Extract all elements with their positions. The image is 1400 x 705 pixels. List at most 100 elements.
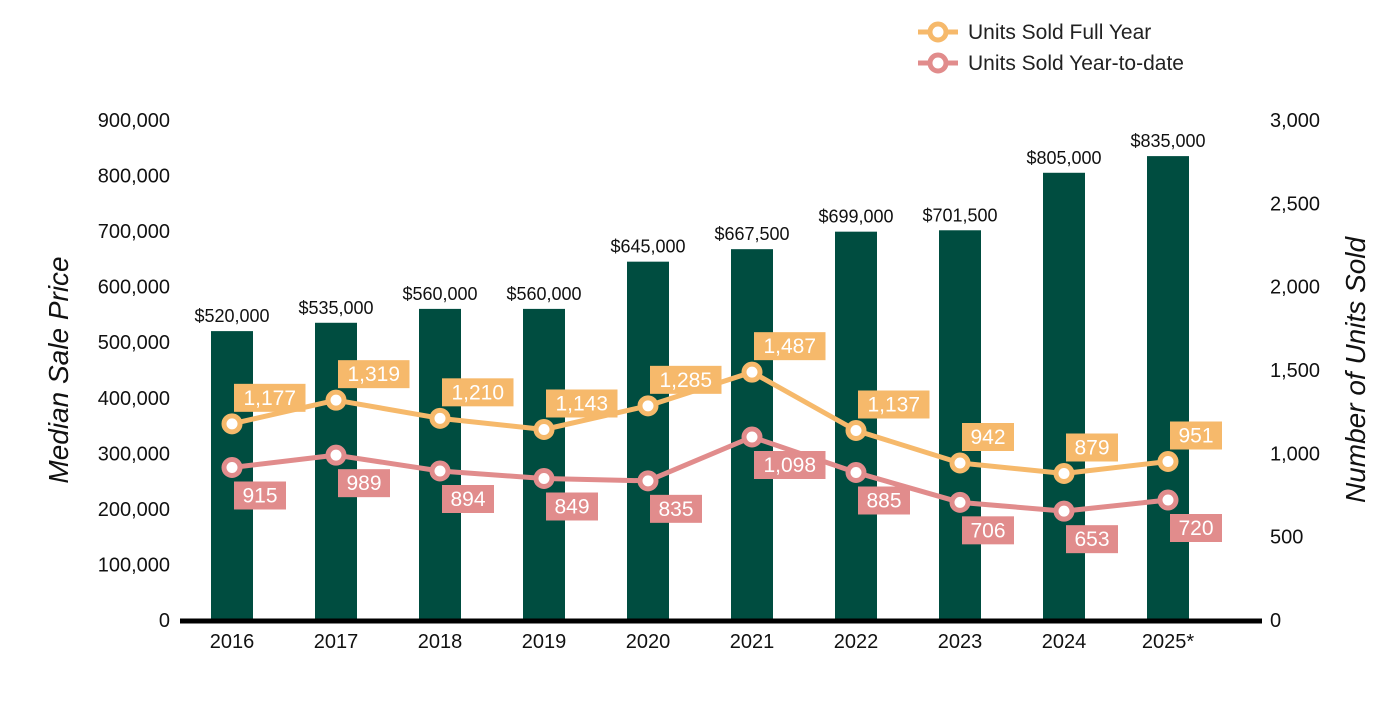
data-label: 706 (970, 519, 1005, 542)
data-label-box (442, 485, 494, 513)
data-label: 1,319 (347, 363, 400, 386)
bar-value-label: $560,000 (402, 284, 477, 304)
bar-value-label: $560,000 (506, 284, 581, 304)
data-point (845, 420, 867, 441)
data-label: 1,143 (555, 393, 608, 416)
left-tick-label: 0 (159, 610, 170, 632)
data-point (949, 491, 971, 513)
data-point (221, 457, 243, 478)
data-label: 1,285 (659, 369, 712, 392)
right-tick-label: 2,500 (1270, 193, 1320, 215)
data-label: 879 (1074, 437, 1109, 460)
bar-value-label: $667,500 (714, 224, 789, 244)
x-tick-label: 2025* (1142, 631, 1194, 653)
data-label-box (962, 423, 1014, 451)
right-tick-label: 1,000 (1270, 443, 1320, 465)
data-label: 849 (554, 496, 589, 519)
legend-item-full-year: Units Sold Full Year (918, 21, 1151, 44)
data-label: 989 (346, 472, 381, 495)
right-axis-ticks: 0 500 1,000 1,500 2,000 2,500 3,000 (1270, 110, 1320, 632)
data-point (325, 444, 347, 466)
x-axis-ticks: 2016 2017 2018 2019 2020 2021 2022 2023 2024 2025… (210, 631, 1195, 653)
right-tick-label: 2,000 (1270, 277, 1320, 299)
bar-labels-layer: $520,000 $535,000 $560,000 $560,000 $645,000… (194, 131, 1205, 326)
data-point (325, 389, 347, 411)
bar (523, 308, 565, 620)
data-label-box (338, 469, 390, 498)
legend: Units Sold Full Year Units Sold Year-to-… (918, 21, 1184, 75)
data-label-box (754, 332, 826, 361)
data-label-box (754, 451, 826, 479)
bar (627, 261, 669, 620)
data-label: 894 (450, 488, 485, 511)
data-point (221, 413, 243, 435)
legend-marker-ytd (927, 52, 949, 74)
data-label: 1,137 (867, 394, 920, 417)
data-label-box (858, 390, 930, 419)
data-point (741, 426, 763, 448)
bar-value-label: $805,000 (1026, 148, 1101, 168)
left-tick-label: 900,000 (98, 110, 170, 132)
data-point (429, 407, 451, 429)
x-tick-label: 2023 (938, 631, 983, 653)
bar (1147, 156, 1189, 620)
bar-value-label: $835,000 (1130, 131, 1205, 151)
left-tick-label: 800,000 (98, 166, 170, 188)
x-tick-label: 2020 (626, 631, 671, 653)
left-tick-label: 400,000 (98, 388, 170, 410)
bar-value-label: $645,000 (610, 237, 685, 257)
data-point (637, 395, 659, 417)
right-tick-label: 0 (1270, 610, 1281, 632)
right-axis-title: Number of Units Sold (1340, 236, 1371, 504)
data-point (637, 470, 659, 492)
data-label-box (546, 492, 598, 521)
x-tick-label: 2016 (210, 631, 255, 653)
data-label-box (442, 378, 514, 407)
data-label: 1,210 (451, 381, 504, 404)
data-label: 653 (1074, 528, 1109, 551)
data-point (429, 460, 451, 482)
bar-value-label: $699,000 (818, 207, 893, 227)
legend-label-full-year: Units Sold Full Year (968, 21, 1151, 44)
x-tick-label: 2024 (1042, 631, 1087, 653)
data-label-box (1170, 514, 1222, 542)
data-label-box (234, 481, 286, 510)
data-label: 951 (1178, 425, 1213, 448)
right-tick-label: 1,500 (1270, 360, 1320, 382)
bar-value-label: $701,500 (922, 205, 997, 225)
data-label-box (1066, 433, 1118, 462)
bar-value-label: $520,000 (194, 306, 269, 326)
left-tick-label: 500,000 (98, 332, 170, 354)
x-tick-label: 2019 (522, 631, 567, 653)
left-tick-label: 200,000 (98, 499, 170, 521)
data-label: 1,177 (243, 387, 296, 410)
right-tick-label: 3,000 (1270, 110, 1320, 132)
data-point (1157, 489, 1179, 511)
data-label-box (962, 516, 1014, 545)
bar-value-label: $535,000 (298, 298, 373, 318)
data-point (533, 468, 555, 489)
data-point (1053, 463, 1075, 484)
legend-marker-full-year (927, 21, 949, 43)
data-point (533, 419, 555, 440)
data-point (1157, 451, 1179, 472)
left-tick-label: 100,000 (98, 554, 170, 576)
left-tick-label: 300,000 (98, 443, 170, 465)
data-label: 942 (970, 426, 1005, 449)
left-tick-label: 700,000 (98, 221, 170, 243)
data-point (949, 452, 971, 474)
left-tick-label: 600,000 (98, 277, 170, 299)
data-label-box (546, 389, 618, 418)
x-tick-label: 2022 (834, 631, 879, 653)
left-axis-title: Median Sale Price (43, 256, 74, 483)
data-point (1053, 500, 1075, 522)
data-label-box (650, 494, 702, 523)
data-point (845, 462, 867, 483)
data-label: 885 (866, 490, 901, 513)
data-label-box (234, 383, 306, 412)
left-axis-ticks: 0 100,000 200,000 300,000 400,000 500,000 600,… (98, 110, 170, 632)
x-tick-label: 2021 (730, 631, 775, 653)
data-label-box (1066, 525, 1118, 554)
